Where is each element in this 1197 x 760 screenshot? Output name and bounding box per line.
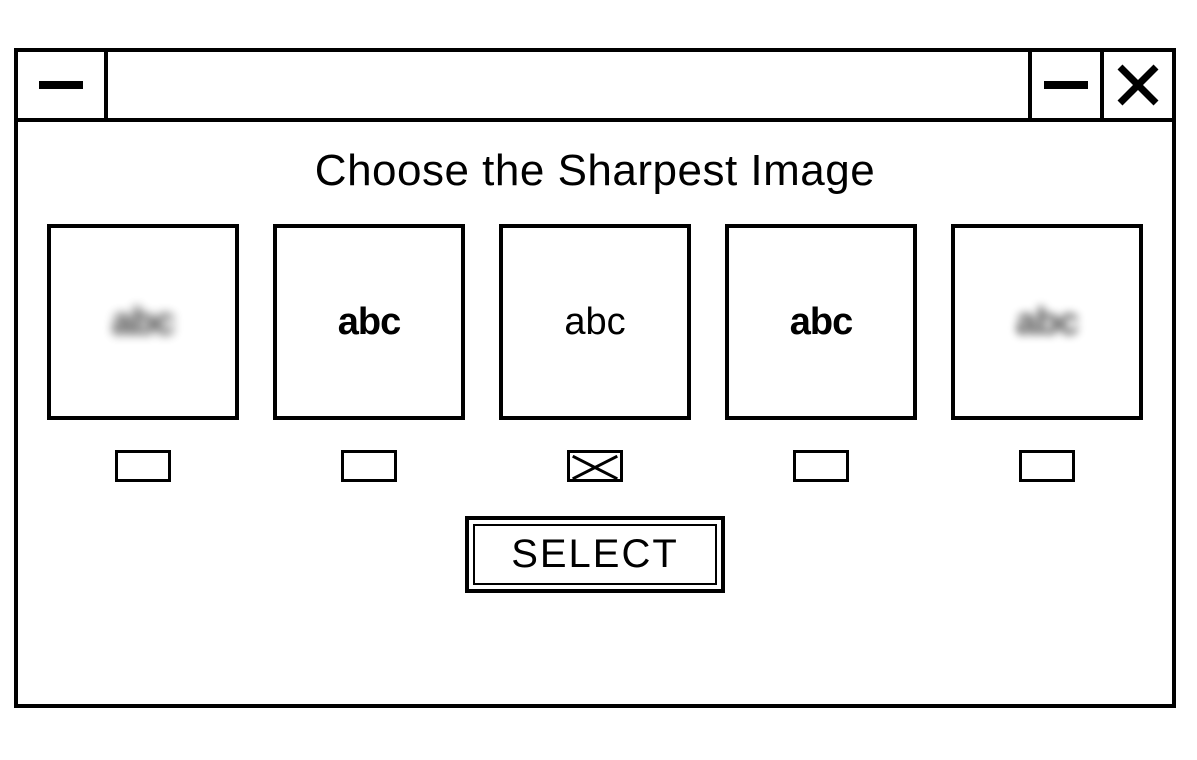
- options-row: abc abc abc abc: [48, 224, 1142, 482]
- checkbox-3[interactable]: [567, 450, 623, 482]
- dash-icon: [39, 81, 83, 89]
- content-area: Choose the Sharpest Image abc abc abc: [18, 122, 1172, 704]
- dash-icon: [1044, 81, 1088, 89]
- select-button-label: SELECT: [473, 524, 717, 585]
- image-swatch-2[interactable]: abc: [273, 224, 465, 420]
- titlebar-title: [108, 52, 1028, 118]
- close-icon: [1116, 63, 1160, 107]
- page-title: Choose the Sharpest Image: [315, 146, 875, 196]
- minimize-button[interactable]: [1028, 52, 1100, 118]
- image-swatch-3[interactable]: abc: [499, 224, 691, 420]
- app-window: Choose the Sharpest Image abc abc abc: [14, 48, 1176, 708]
- system-menu-button[interactable]: [18, 52, 108, 118]
- option-1: abc: [47, 224, 239, 482]
- image-swatch-4[interactable]: abc: [725, 224, 917, 420]
- window-controls: [1028, 52, 1172, 118]
- option-2: abc: [273, 224, 465, 482]
- sample-text: abc: [1016, 301, 1078, 344]
- image-swatch-5[interactable]: abc: [951, 224, 1143, 420]
- sample-text: abc: [790, 301, 852, 344]
- checkbox-4[interactable]: [793, 450, 849, 482]
- image-swatch-1[interactable]: abc: [47, 224, 239, 420]
- sample-text: abc: [338, 301, 400, 344]
- option-3: abc: [499, 224, 691, 482]
- titlebar: [18, 52, 1172, 122]
- option-4: abc: [725, 224, 917, 482]
- checkbox-5[interactable]: [1019, 450, 1075, 482]
- close-button[interactable]: [1100, 52, 1172, 118]
- sample-text: abc: [564, 301, 625, 344]
- option-5: abc: [951, 224, 1143, 482]
- select-button[interactable]: SELECT: [465, 516, 725, 593]
- sample-text: abc: [112, 301, 174, 344]
- checkbox-1[interactable]: [115, 450, 171, 482]
- checkbox-2[interactable]: [341, 450, 397, 482]
